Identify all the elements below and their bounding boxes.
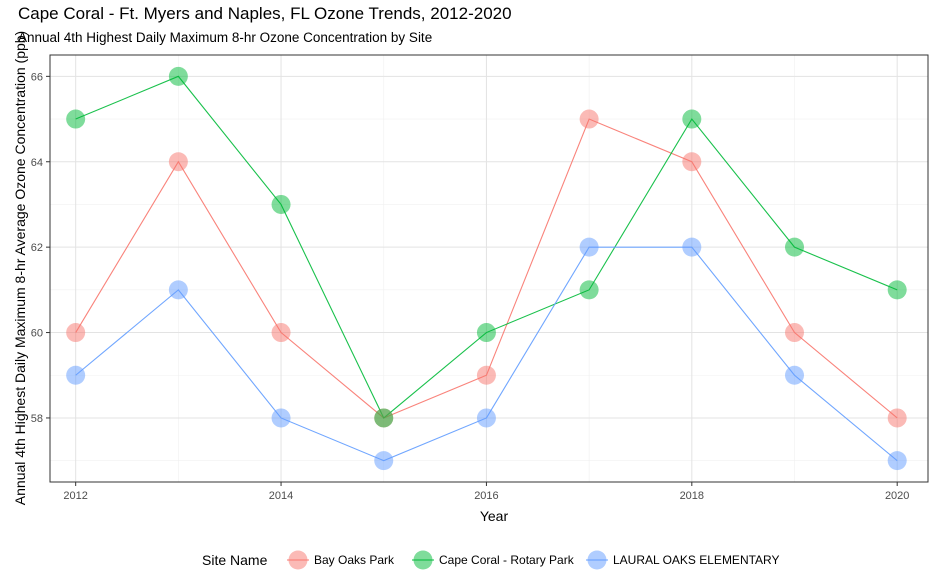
data-point-series-2 (682, 237, 702, 257)
axes: 2012 2014 2016 2018 2020 58 60 62 64 66 (31, 71, 910, 502)
y-tick-label: 64 (31, 157, 43, 169)
data-point-series-2 (887, 451, 907, 471)
data-point-series-2 (579, 237, 599, 257)
y-tick-label: 66 (31, 71, 43, 83)
data-point-series-2 (476, 408, 496, 428)
data-point-series-1 (682, 109, 702, 129)
data-point-series-0 (66, 323, 86, 343)
data-point-series-0 (579, 109, 599, 129)
data-point-series-0 (785, 323, 805, 343)
legend-title: Site Name (202, 552, 268, 568)
data-point-series-0 (168, 152, 188, 172)
x-tick-label: 2012 (63, 490, 87, 502)
data-point-series-0 (682, 152, 702, 172)
y-axis-title: Annual 4th Highest Daily Maximum 8-hr Av… (12, 31, 28, 505)
x-tick-label: 2014 (269, 490, 293, 502)
data-point-series-2 (168, 280, 188, 300)
data-point-series-2 (271, 408, 291, 428)
legend-key-point (413, 550, 433, 570)
legend-label: Bay Oaks Park (314, 553, 395, 567)
x-axis-title: Year (480, 508, 509, 524)
legend-key-point (288, 550, 308, 570)
data-point-series-1 (271, 194, 291, 214)
data-point-series-1 (168, 66, 188, 86)
data-point-series-2 (374, 451, 394, 471)
data-point-series-0 (271, 323, 291, 343)
x-tick-label: 2018 (680, 490, 704, 502)
x-tick-label: 2020 (885, 490, 909, 502)
legend: Site Name Bay Oaks Park Cape Coral - Rota… (202, 550, 780, 570)
data-point-series-1 (579, 280, 599, 300)
y-tick-label: 58 (31, 413, 43, 425)
data-point-series-1 (887, 280, 907, 300)
data-point-series-2 (66, 365, 86, 385)
data-point-series-1 (785, 237, 805, 257)
chart-title: Cape Coral - Ft. Myers and Naples, FL Oz… (18, 4, 512, 23)
data-point-series-1 (66, 109, 86, 129)
legend-key-point (587, 550, 607, 570)
data-point-series-2 (785, 365, 805, 385)
data-point-series-0 (476, 365, 496, 385)
data-point-series-1 (476, 323, 496, 343)
series-points (66, 66, 907, 471)
legend-label: Cape Coral - Rotary Park (439, 553, 575, 567)
legend-label: LAURAL OAKS ELEMENTARY (613, 553, 780, 567)
chart-subtitle: Annual 4th Highest Daily Maximum 8-hr Oz… (18, 30, 433, 45)
y-tick-label: 60 (31, 328, 43, 340)
data-point-series-1 (374, 408, 394, 428)
y-tick-label: 62 (31, 242, 43, 254)
data-point-series-0 (887, 408, 907, 428)
plot-border (49, 54, 929, 483)
x-tick-label: 2016 (474, 490, 498, 502)
